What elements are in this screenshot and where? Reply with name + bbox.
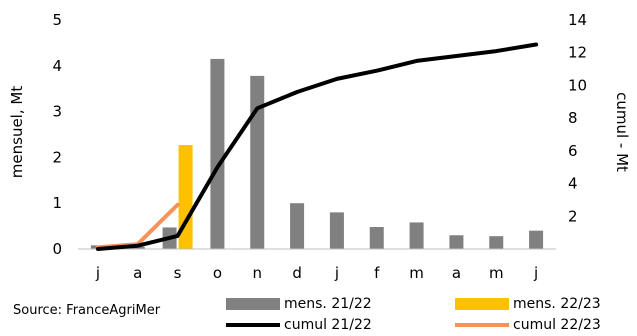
y-left-tick-label: 5 — [52, 11, 62, 29]
bars-mens-21-22 — [90, 58, 544, 250]
y-left-tick-label: 0 — [52, 240, 62, 258]
x-tick-label: a — [133, 264, 142, 282]
y-right-tick-label: 6 — [568, 142, 578, 160]
x-tick-label: f — [374, 264, 380, 282]
legend-swatch-cumul-21-22 — [226, 323, 280, 327]
y-axis-right-title: cumul - Mt — [613, 92, 631, 172]
legend-label-cumul-22-23: cumul 22/23 — [513, 317, 601, 333]
legend-swatch-mens-22-23 — [455, 298, 509, 310]
y-left-tick-label: 4 — [52, 57, 62, 75]
y-left-tick-label: 2 — [52, 148, 62, 166]
x-tick-label: j — [95, 264, 100, 282]
bar-mens-22-23-2 — [178, 145, 193, 249]
legend-label-cumul-21-22: cumul 21/22 — [284, 317, 372, 333]
bar-mens-21-22-10 — [489, 236, 504, 249]
bar-mens-21-22-8 — [409, 222, 424, 249]
y-left-tick-label: 1 — [52, 194, 62, 212]
x-tick-label: s — [174, 264, 182, 282]
y-right-tick-label: 4 — [568, 175, 578, 193]
legend-swatch-mens-21-22 — [226, 298, 280, 310]
legend-item-mens-22-23: mens. 22/23 — [455, 296, 601, 312]
x-tick-label: d — [292, 264, 302, 282]
bars-mens-22-23 — [178, 145, 193, 249]
y-right-tick-label: 14 — [568, 11, 587, 29]
x-tick-label: j — [533, 264, 538, 282]
y-axis-left-title: mensuel, Mt — [8, 86, 26, 179]
legend-item-mens-21-22: mens. 21/22 — [226, 296, 372, 312]
x-tick-label: a — [452, 264, 461, 282]
bar-mens-21-22-6 — [329, 212, 344, 249]
source-note: Source: FranceAgriMer — [13, 303, 161, 318]
y-right-tick-label: 8 — [568, 109, 578, 127]
y-axis-left-ticks: 0 1 2 3 4 5 — [52, 11, 62, 258]
bar-mens-21-22-5 — [290, 203, 305, 249]
bar-mens-21-22-4 — [250, 75, 265, 249]
y-right-tick-label: 2 — [568, 207, 578, 225]
legend-item-cumul-22-23: cumul 22/23 — [455, 317, 601, 333]
x-tick-label: o — [213, 264, 222, 282]
bar-mens-21-22-11 — [529, 230, 544, 249]
y-left-tick-label: 3 — [52, 103, 62, 121]
y-axis-right-ticks: 2 4 6 8 10 12 14 — [568, 11, 587, 225]
x-tick-label: m — [489, 264, 504, 282]
bar-mens-21-22-7 — [369, 227, 384, 249]
legend-item-cumul-21-22: cumul 21/22 — [226, 317, 372, 333]
y-right-tick-label: 12 — [568, 44, 587, 62]
line-cumul-21-22 — [95, 42, 539, 251]
legend-swatch-cumul-22-23 — [455, 323, 509, 327]
y-right-tick-label: 10 — [568, 76, 587, 94]
x-tick-label: n — [252, 264, 262, 282]
legend-label-mens-22-23: mens. 22/23 — [513, 296, 601, 312]
x-tick-label: m — [409, 264, 424, 282]
x-tick-label: j — [334, 264, 339, 282]
bar-mens-21-22-9 — [449, 235, 464, 249]
legend-label-mens-21-22: mens. 21/22 — [284, 296, 372, 312]
bar-mens-21-22-3 — [210, 58, 225, 250]
bar-mens-21-22-1 — [130, 246, 145, 249]
